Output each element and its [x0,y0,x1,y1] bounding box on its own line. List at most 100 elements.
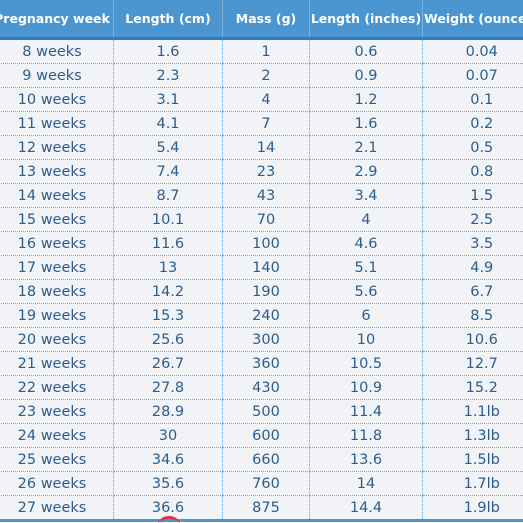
table-cell: 20 weeks [0,327,114,352]
table-cell: 25.6 [113,327,223,352]
table-cell: 4.1 [113,111,223,136]
table-cell: 8.5 [422,303,523,328]
table-cell: 3.1 [113,87,223,112]
table-cell: 14 weeks [0,183,114,208]
table-cell: 500 [222,399,310,424]
table-row: 16 weeks 11.6 100 4.6 3.5 [0,231,523,256]
table-cell: 11.4 [309,399,423,424]
table-cell: 70 [222,207,310,232]
table-cell: 1.7lb [422,471,523,496]
table-cell: 240 [222,303,310,328]
table-cell: 190 [222,279,310,304]
table-cell: 1.6 [113,38,223,64]
table-cell: 14.4 [309,495,423,522]
table-row: 23 weeks 28.9 500 11.4 1.1lb [0,399,523,424]
table-cell: 0.5 [422,135,523,160]
table-cell: 0.07 [422,63,523,88]
table-cell: 0.8 [422,159,523,184]
logo [158,516,180,523]
table-cell: 22 weeks [0,375,114,400]
table-row: 13 weeks 7.4 23 2.9 0.8 [0,159,523,184]
table-cell: 11.6 [113,231,223,256]
table-cell: 10.5 [309,351,423,376]
table-cell: 23 [222,159,310,184]
table-cell: 16 weeks [0,231,114,256]
table-row: 15 weeks 10.1 70 4 2.5 [0,207,523,232]
table-cell: 300 [222,327,310,352]
table-row: 12 weeks 5.4 14 2.1 0.5 [0,135,523,160]
table-cell: 11.8 [309,423,423,448]
table-row: 22 weeks 27.8 430 10.9 15.2 [0,375,523,400]
column-header: Length (cm) [113,0,223,40]
table-cell: 9 weeks [0,63,114,88]
table-row: 11 weeks 4.1 7 1.6 0.2 [0,111,523,136]
table-cell: 4 [222,87,310,112]
table-cell: 1.3lb [422,423,523,448]
table-cell: 23 weeks [0,399,114,424]
table-cell: 0.1 [422,87,523,112]
table-row: 26 weeks 35.6 760 14 1.7lb [0,471,523,496]
table-row: 10 weeks 3.1 4 1.2 0.1 [0,87,523,112]
table-cell: 25 weeks [0,447,114,472]
table-cell: 8 weeks [0,38,114,64]
table-cell: 2 [222,63,310,88]
table-cell: 13 [113,255,223,280]
table-cell: 19 weeks [0,303,114,328]
table-row: 25 weeks 34.6 660 13.6 1.5lb [0,447,523,472]
table-cell: 14 [309,471,423,496]
table-cell: 7.4 [113,159,223,184]
table-cell: 10.6 [422,327,523,352]
table-row: 19 weeks 15.3 240 6 8.5 [0,303,523,328]
column-header: Mass (g) [222,0,310,40]
table-cell: 0.9 [309,63,423,88]
table-cell: 21 weeks [0,351,114,376]
table-cell: 27 weeks [0,495,114,522]
column-header: Length (inches) [309,0,423,40]
table-row: 8 weeks 1.6 1 0.6 0.04 [0,38,523,64]
table-row: 27 weeks 36.6 875 14.4 1.9lb [0,495,523,522]
table-cell: 7 [222,111,310,136]
table-cell: 0.2 [422,111,523,136]
table-cell: 5.6 [309,279,423,304]
table-cell: 5.4 [113,135,223,160]
table-cell: 1 [222,38,310,64]
table-cell: 26 weeks [0,471,114,496]
table-cell: 1.1lb [422,399,523,424]
table-cell: 24 weeks [0,423,114,448]
table-cell: 0.04 [422,38,523,64]
table-cell: 6 [309,303,423,328]
table-cell: 100 [222,231,310,256]
table-cell: 15.3 [113,303,223,328]
table-cell: 3.5 [422,231,523,256]
table-cell: 4.6 [309,231,423,256]
table-cell: 10.9 [309,375,423,400]
table-cell: 28.9 [113,399,223,424]
table-cell: 660 [222,447,310,472]
table-cell: 26.7 [113,351,223,376]
table-row: 18 weeks 14.2 190 5.6 6.7 [0,279,523,304]
table-cell: 2.9 [309,159,423,184]
table-cell: 12.7 [422,351,523,376]
table-cell: 17 weeks [0,255,114,280]
table-cell: 10.1 [113,207,223,232]
header-row: Pregnancy week Length (cm) Mass (g) Length … [0,0,523,40]
table-body: 8 weeks 1.6 1 0.6 0.04 9 weeks 2.3 2 0.9 0.07 10 w… [0,38,523,522]
table-cell: 35.6 [113,471,223,496]
table-row: 17 weeks 13 140 5.1 4.9 [0,255,523,280]
table-cell: 600 [222,423,310,448]
table-cell: 140 [222,255,310,280]
table-row: 14 weeks 8.7 43 3.4 1.5 [0,183,523,208]
table-cell: 6.7 [422,279,523,304]
table-cell: 30 [113,423,223,448]
table-cell: 15.2 [422,375,523,400]
table-cell: 14 [222,135,310,160]
table-cell: 27.8 [113,375,223,400]
table-cell: 13.6 [309,447,423,472]
table-cell: 12 weeks [0,135,114,160]
table-cell: 760 [222,471,310,496]
table-cell: 4 [309,207,423,232]
column-header: Weight (ounces) [422,0,523,40]
table-cell: 4.9 [422,255,523,280]
table-cell: 875 [222,495,310,522]
